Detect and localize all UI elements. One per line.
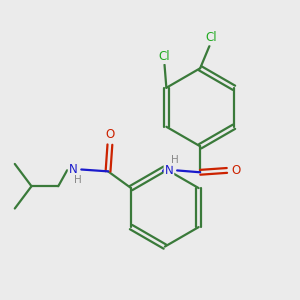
Text: H: H bbox=[74, 175, 82, 185]
Text: O: O bbox=[232, 164, 241, 177]
Text: O: O bbox=[105, 128, 115, 141]
Text: N: N bbox=[69, 163, 77, 176]
Text: N: N bbox=[165, 164, 173, 177]
Text: Cl: Cl bbox=[206, 31, 217, 44]
Text: Cl: Cl bbox=[159, 50, 170, 63]
Text: H: H bbox=[171, 155, 179, 165]
